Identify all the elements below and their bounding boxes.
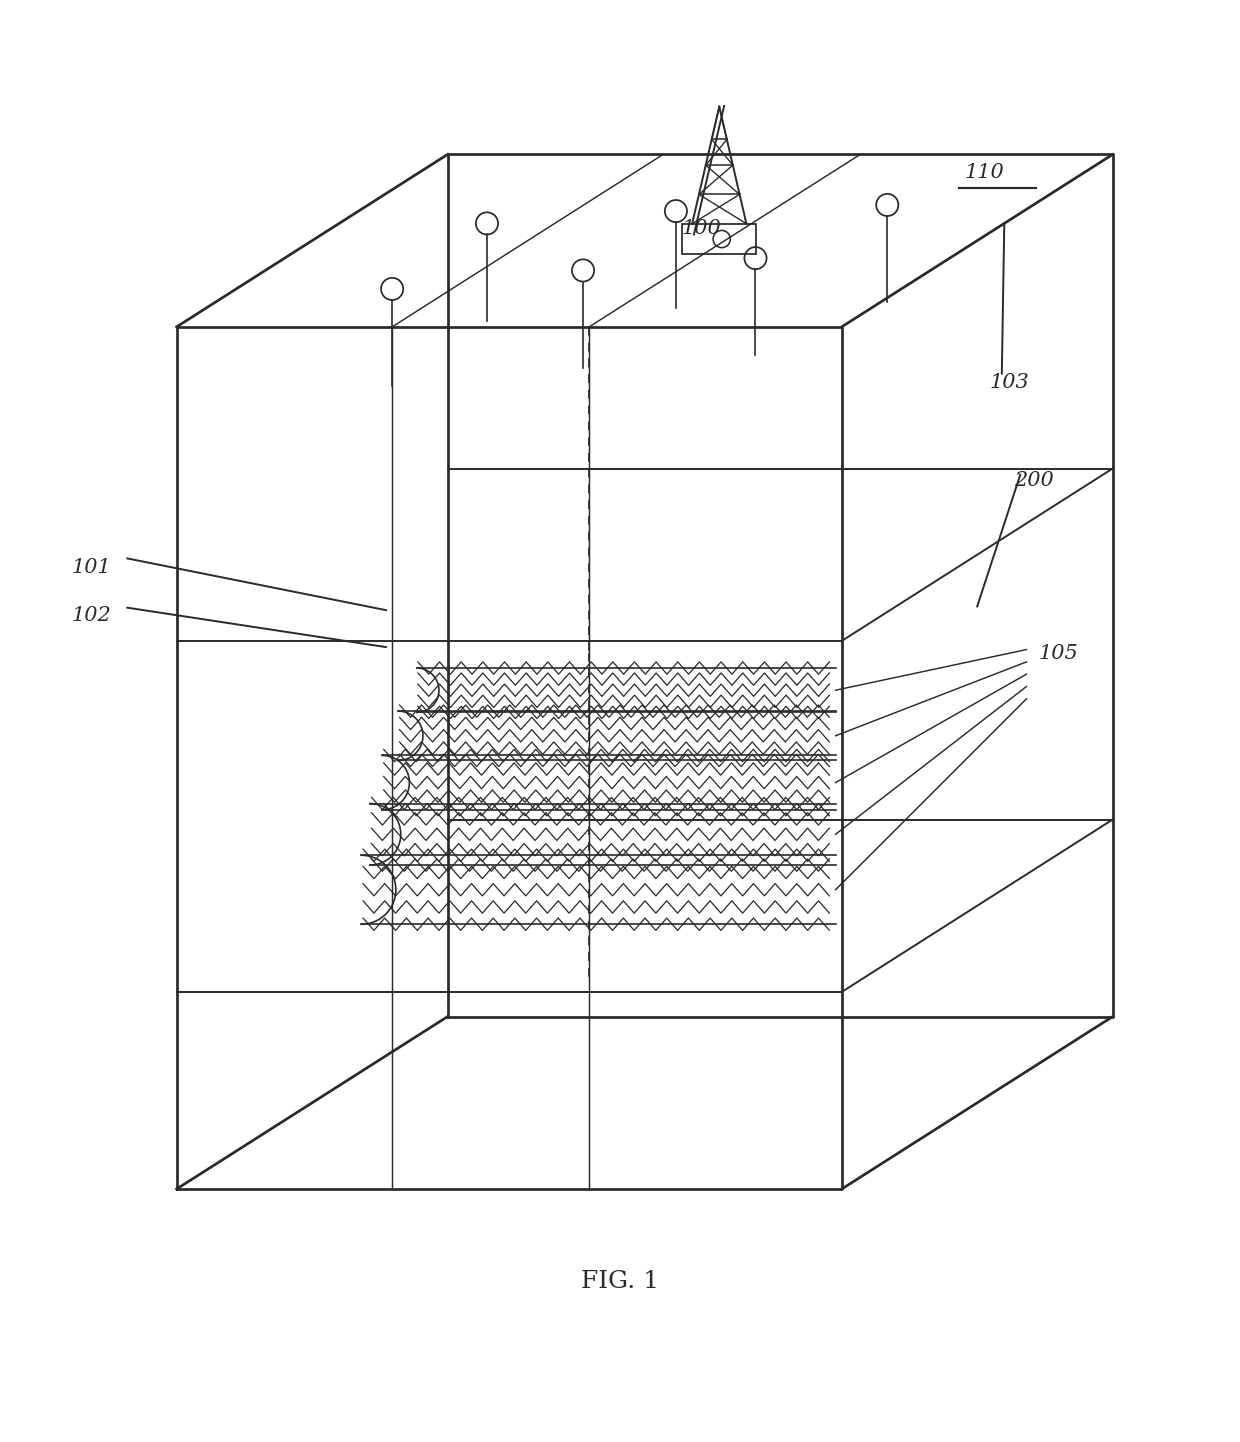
Text: 200: 200 (1014, 472, 1054, 490)
Text: 102: 102 (72, 606, 112, 624)
Text: 101: 101 (72, 558, 112, 577)
Text: FIG. 1: FIG. 1 (582, 1270, 658, 1293)
Text: 103: 103 (990, 373, 1029, 392)
Text: 105: 105 (1039, 643, 1079, 663)
Bar (682, 224, 756, 254)
Text: 110: 110 (965, 163, 1004, 182)
Text: 100: 100 (682, 219, 722, 238)
